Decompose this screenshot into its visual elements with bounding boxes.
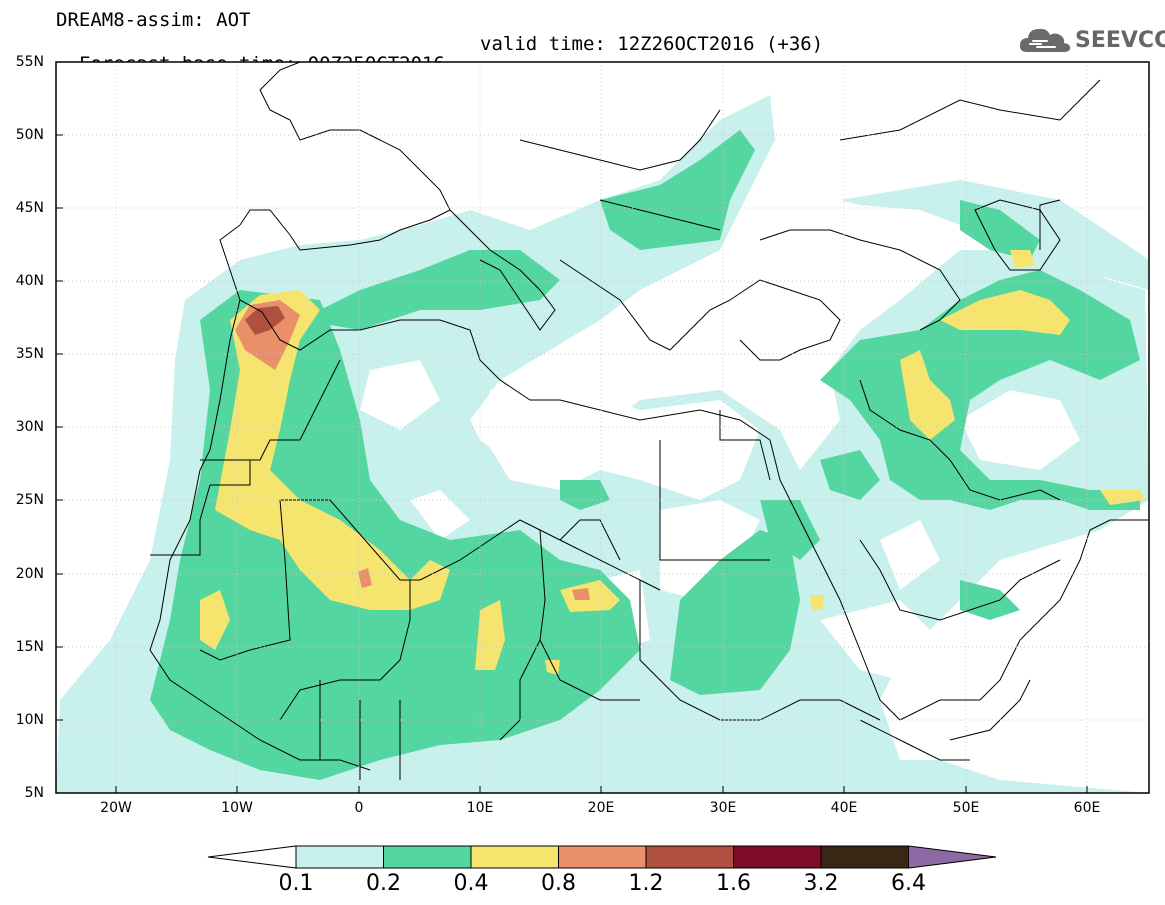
colorbar-label: 6.4	[891, 871, 926, 896]
lon-label: 10W	[221, 800, 253, 816]
lon-label: 20E	[587, 800, 615, 816]
lon-label: 60E	[1073, 800, 1101, 816]
colorbar-above	[908, 845, 997, 869]
lon-label: 0	[354, 800, 364, 816]
colorbar-label: 3.2	[803, 871, 839, 896]
lat-label: 50N	[15, 127, 44, 143]
colorbar-bin-3	[470, 845, 559, 869]
cloud-icon	[1019, 28, 1071, 52]
colorbar-label: 0.8	[541, 871, 576, 896]
colorbar-bin-2	[383, 845, 472, 869]
seevccc-logo: SEEVCCC	[1017, 24, 1165, 56]
colorbar-bin-7	[820, 845, 909, 869]
lon-label: 10E	[466, 800, 494, 816]
colorbar-label: 1.2	[628, 871, 664, 896]
aot-field	[56, 62, 1149, 793]
colorbar-bin-5	[645, 845, 734, 869]
lat-label: 30N	[15, 419, 44, 435]
lat-label: 20N	[15, 566, 44, 582]
colorbar	[207, 845, 997, 869]
lon-label: 40E	[830, 800, 858, 816]
lat-label: 10N	[15, 712, 44, 728]
logo-text: SEEVCCC	[1075, 28, 1165, 53]
aot-level-0-4	[200, 250, 1145, 675]
map-title: DREAM8-assim: AOT	[56, 9, 251, 31]
axis-ticks	[56, 134, 1088, 793]
colorbar-label: 1.6	[716, 871, 751, 896]
lat-label: 40N	[15, 273, 44, 289]
colorbar-bin-6	[733, 845, 822, 869]
aot-level-1-2	[245, 306, 285, 335]
colorbar-label: 0.4	[453, 871, 489, 896]
lat-label: 55N	[15, 54, 44, 70]
lon-label: 50E	[952, 800, 980, 816]
lat-label: 15N	[15, 639, 44, 655]
colorbar-bin-1	[295, 845, 384, 869]
colorbar-label: 0.2	[366, 871, 401, 896]
lat-label: 35N	[15, 346, 44, 362]
lat-label: 45N	[15, 200, 44, 216]
lat-label: 25N	[15, 492, 44, 508]
colorbar-below	[207, 845, 297, 869]
colorbar-bin-4	[558, 845, 647, 869]
colorbar-label: 0.1	[278, 871, 314, 896]
lon-label: 20W	[100, 800, 132, 816]
valid-time: valid time: 12Z26OCT2016 (+36)	[480, 33, 824, 55]
lon-label: 30E	[709, 800, 737, 816]
lat-label: 5N	[24, 785, 44, 801]
aot-below-threshold	[360, 360, 1080, 680]
